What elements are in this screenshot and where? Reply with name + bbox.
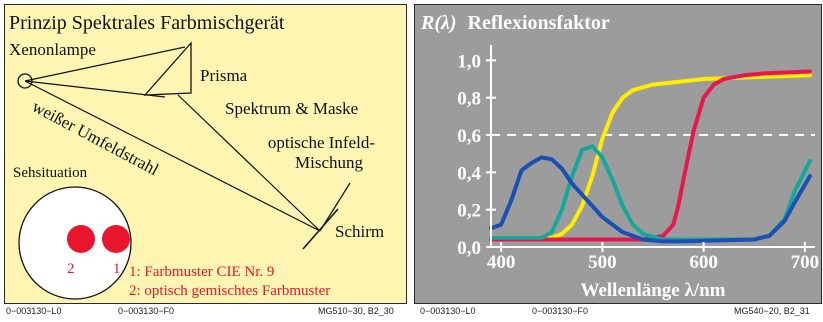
reflectance-chart: R(λ) Reflexionsfaktor 0,0 0,2 0,4 0,6 0,8 1,0… — [420, 12, 820, 301]
y-tick-label: 0,2 — [457, 201, 481, 222]
ray-to-prism-bottom — [24, 80, 166, 98]
y-tick-label: 1,0 — [457, 51, 481, 72]
principle-diagram: Prinzip Spektrales Farbmischgerät Xenonl… — [9, 12, 384, 300]
x-tick-label: 500 — [588, 252, 617, 273]
prism-label: Prisma — [200, 66, 248, 85]
lamp-label: Xenonlampe — [9, 40, 96, 59]
sample-1-number: 1 — [113, 261, 121, 277]
chart-title: R(λ) Reflexionsfaktor — [420, 12, 610, 34]
prism-shape — [143, 41, 192, 96]
y-tick-label: 0,8 — [457, 89, 481, 110]
footer-right-code-a: 0−003130−L0 — [420, 306, 476, 316]
x-tick-label: 600 — [689, 252, 718, 273]
reflectance-chart-panel: R(λ) Reflexionsfaktor 0,0 0,2 0,4 0,6 0,8 1,0… — [414, 4, 822, 304]
mixing-label-line2: Mischung — [295, 153, 364, 172]
chart-title-text: Reflexionsfaktor — [468, 12, 610, 34]
footer-right-code-b: 0−003130−F0 — [532, 306, 589, 316]
screen-line — [302, 208, 339, 250]
legend-item-1: 1: Farbmuster CIE Nr. 9 — [129, 264, 274, 280]
series-line-1 — [489, 73, 812, 240]
y-tick-label: 0,4 — [457, 163, 481, 184]
color-sample-2 — [67, 225, 95, 253]
footer-right-code-c: MG540−20, B2_31 — [734, 306, 810, 316]
footer-left-code-b: 0−003130−F0 — [118, 306, 175, 316]
xenon-lamp — [17, 73, 33, 89]
x-axis-label: Wellenlänge λ/nm — [581, 280, 726, 301]
diagram-title: Prinzip Spektrales Farbmischgerät — [9, 12, 285, 34]
footer-left-code-c: MG510−30, B2_30 — [318, 306, 394, 316]
legend-item-2: 2: optisch gemischtes Farbmuster — [129, 283, 330, 299]
ray-prism-to-screen — [177, 94, 321, 232]
series-line-2 — [489, 69, 812, 242]
x-tick-label: 700 — [791, 252, 820, 273]
x-tick-label: 400 — [487, 252, 516, 273]
sample-2-number: 2 — [67, 261, 75, 277]
viewing-situation-label: Sehsituation — [13, 165, 88, 181]
y-tick-label: 0,6 — [457, 126, 481, 147]
principle-diagram-panel: Prinzip Spektrales Farbmischgerät Xenonl… — [4, 4, 407, 304]
footer-left-code-a: 0−003130−L0 — [6, 306, 62, 316]
series-line-4 — [489, 155, 812, 244]
y-tick-label: 0,0 — [457, 238, 481, 259]
surround-beam — [24, 80, 321, 232]
color-sample-1 — [102, 225, 130, 253]
mixing-label-line1: optische Infeld- — [268, 133, 375, 152]
ray-to-prism-top — [24, 46, 186, 82]
spectrum-label: Spektrum & Maske — [225, 99, 358, 118]
chart-title-symbol: R(λ) — [420, 12, 457, 34]
screen-label: Schirm — [335, 222, 384, 241]
